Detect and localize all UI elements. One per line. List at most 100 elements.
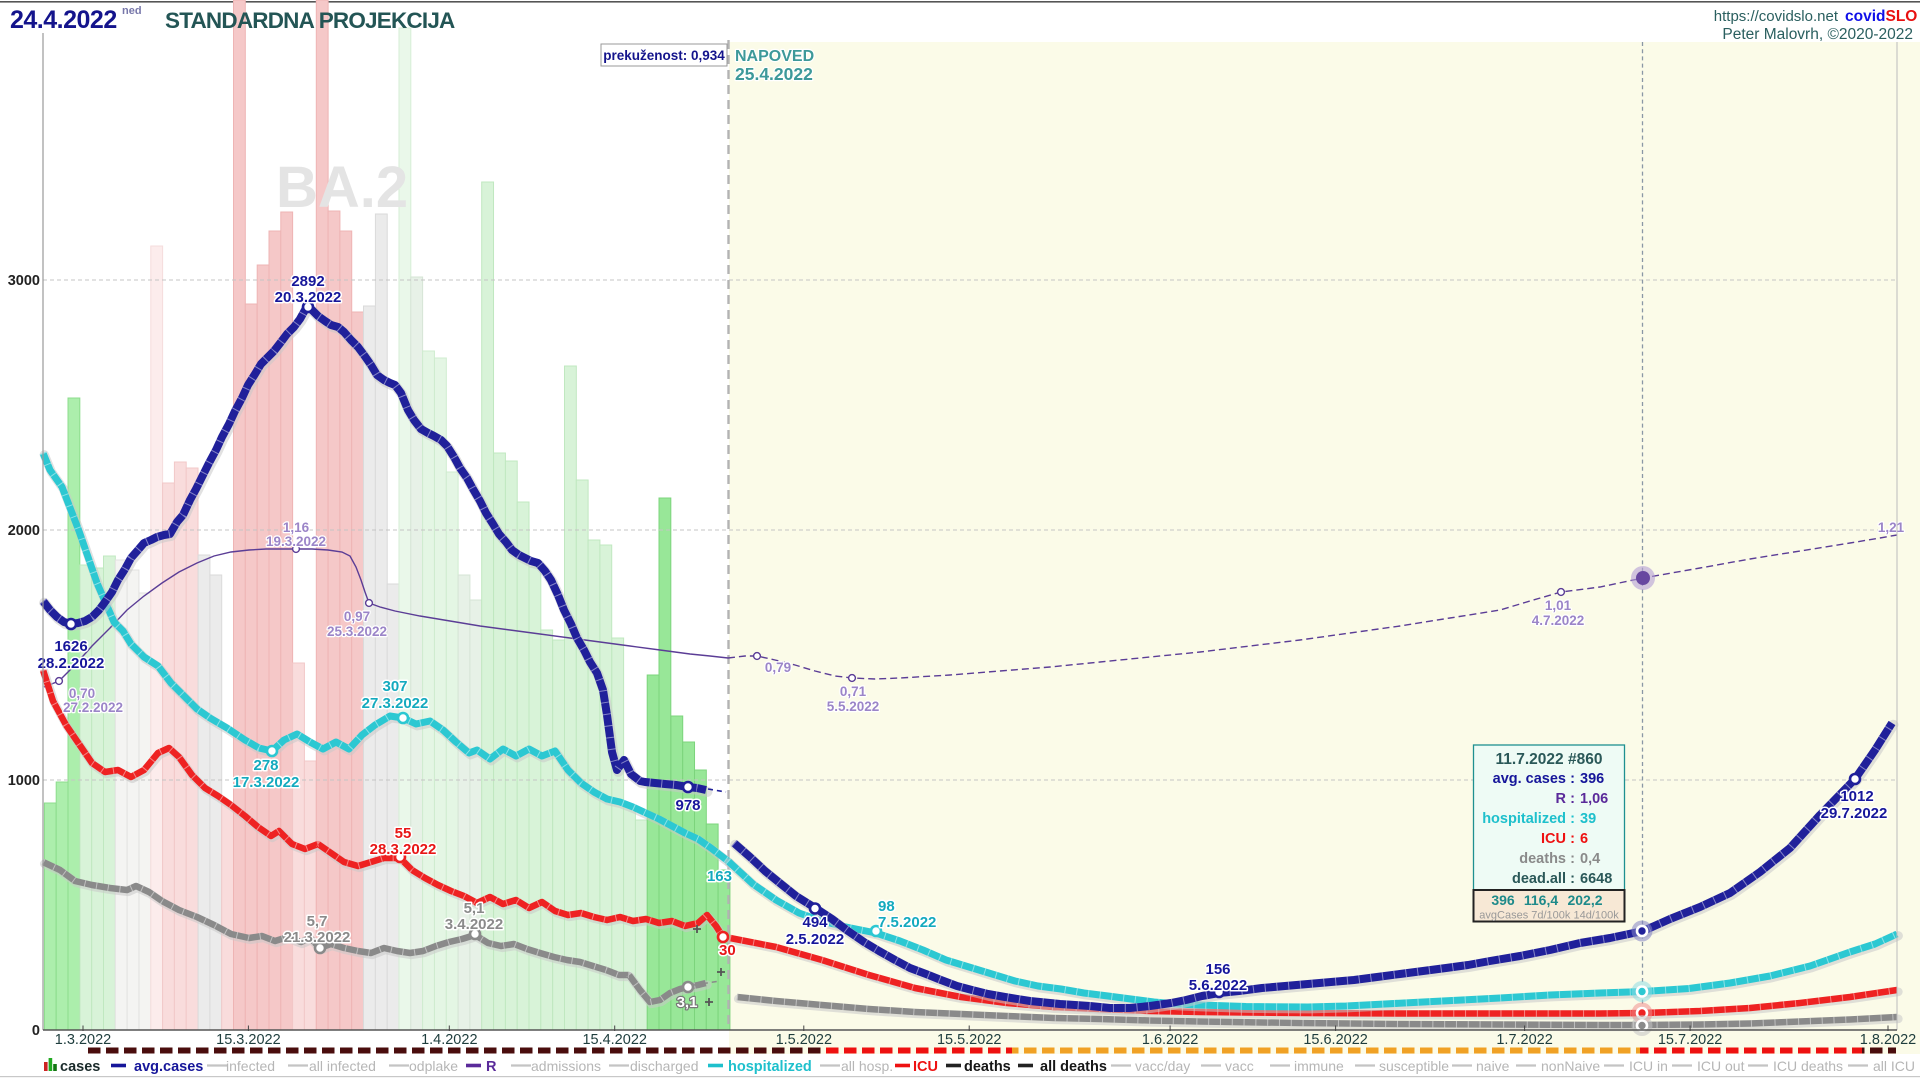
- svg-text:5.5.2022: 5.5.2022: [827, 699, 880, 714]
- svg-text:396: 396: [1580, 771, 1604, 787]
- svg-text:39: 39: [1580, 811, 1596, 827]
- svg-text:R: R: [1556, 791, 1567, 807]
- svg-text:all infected: all infected: [309, 1058, 376, 1074]
- svg-text:98: 98: [878, 898, 895, 915]
- svg-text:25.4.2022: 25.4.2022: [735, 64, 813, 84]
- svg-text:156: 156: [1205, 961, 1230, 978]
- svg-text::: :: [1570, 791, 1575, 807]
- svg-text:7.5.2022: 7.5.2022: [878, 914, 936, 931]
- svg-text:28.2.2022: 28.2.2022: [38, 655, 105, 672]
- svg-text:vacc: vacc: [1225, 1058, 1254, 1074]
- svg-text:hospitalized: hospitalized: [728, 1059, 812, 1075]
- svg-text:15.7.2022: 15.7.2022: [1658, 1032, 1723, 1048]
- svg-text:https://covidslo.net: https://covidslo.net: [1714, 8, 1839, 25]
- svg-text:116,4: 116,4: [1524, 892, 1558, 908]
- svg-text:avg.cases: avg.cases: [134, 1059, 203, 1075]
- svg-text:15.5.2022: 15.5.2022: [937, 1032, 1002, 1048]
- svg-text:immune: immune: [1294, 1058, 1344, 1074]
- svg-text:1626: 1626: [54, 638, 87, 655]
- svg-text:vacc/day: vacc/day: [1135, 1058, 1190, 1074]
- svg-text:odplake: odplake: [409, 1058, 458, 1074]
- svg-text:15.6.2022: 15.6.2022: [1303, 1032, 1368, 1048]
- svg-text:1.8.2022: 1.8.2022: [1860, 1032, 1916, 1048]
- svg-text:163: 163: [707, 868, 732, 885]
- svg-text:55: 55: [395, 825, 412, 842]
- svg-text:all deaths: all deaths: [1040, 1059, 1107, 1075]
- svg-text:STANDARDNA PROJEKCIJA: STANDARDNA PROJEKCIJA: [165, 8, 455, 33]
- svg-text:6648: 6648: [1580, 871, 1612, 887]
- svg-text:hospitalized: hospitalized: [1482, 811, 1566, 827]
- svg-text:R: R: [486, 1059, 497, 1075]
- svg-text:15.4.2022: 15.4.2022: [582, 1032, 647, 1048]
- svg-text:infected: infected: [226, 1058, 275, 1074]
- svg-text:25.3.2022: 25.3.2022: [327, 624, 387, 639]
- svg-text:24.4.2022: 24.4.2022: [10, 6, 117, 34]
- svg-text:1.7.2022: 1.7.2022: [1496, 1032, 1552, 1048]
- svg-text:1012: 1012: [1840, 788, 1873, 805]
- svg-text:1.3.2022: 1.3.2022: [55, 1032, 111, 1048]
- svg-text:202,2: 202,2: [1567, 892, 1602, 908]
- svg-text:2000: 2000: [8, 523, 40, 539]
- svg-text:0,97: 0,97: [344, 609, 370, 624]
- svg-text:2.5.2022: 2.5.2022: [786, 931, 844, 948]
- svg-text:15.3.2022: 15.3.2022: [216, 1032, 281, 1048]
- svg-text:ICU: ICU: [1541, 831, 1566, 847]
- svg-text:1000: 1000: [8, 773, 40, 789]
- svg-text:4.7.2022: 4.7.2022: [1532, 613, 1585, 628]
- svg-text::: :: [1570, 871, 1575, 887]
- svg-text:3000: 3000: [8, 273, 40, 289]
- svg-text:1,06: 1,06: [1580, 791, 1608, 807]
- svg-text:admissions: admissions: [531, 1058, 601, 1074]
- svg-text:21.3.2022: 21.3.2022: [284, 929, 351, 946]
- svg-text:5,1: 5,1: [464, 900, 485, 917]
- svg-text:30: 30: [719, 942, 736, 959]
- svg-text:Peter Malovrh, ©2020-2022: Peter Malovrh, ©2020-2022: [1722, 26, 1913, 43]
- svg-text:covidSLO: covidSLO: [1845, 8, 1917, 25]
- svg-text:0,71: 0,71: [840, 684, 867, 699]
- svg-text:27.3.2022: 27.3.2022: [362, 695, 429, 712]
- svg-text:6: 6: [1580, 831, 1588, 847]
- svg-text:ICU deaths: ICU deaths: [1773, 1058, 1843, 1074]
- svg-text:cases: cases: [60, 1059, 100, 1075]
- svg-text:396: 396: [1491, 892, 1515, 908]
- svg-text:3.4.2022: 3.4.2022: [445, 916, 503, 933]
- svg-text:ned: ned: [122, 5, 142, 17]
- svg-text:BA.2: BA.2: [276, 155, 408, 220]
- svg-text:1.4.2022: 1.4.2022: [421, 1032, 477, 1048]
- svg-text:3,1: 3,1: [677, 994, 698, 1011]
- svg-text:1,01: 1,01: [1545, 598, 1572, 613]
- svg-text:susceptible: susceptible: [1379, 1058, 1449, 1074]
- svg-text::: :: [1570, 851, 1575, 867]
- svg-text:978: 978: [675, 797, 700, 814]
- svg-text:11.7.2022 #860: 11.7.2022 #860: [1496, 751, 1603, 768]
- svg-text:1.5.2022: 1.5.2022: [776, 1032, 832, 1048]
- svg-text:deaths: deaths: [964, 1059, 1011, 1075]
- svg-text:avgCases 7d/100k 14d/100k: avgCases 7d/100k 14d/100k: [1479, 910, 1619, 922]
- svg-text:1,16: 1,16: [283, 520, 310, 535]
- svg-text:27.2.2022: 27.2.2022: [63, 700, 123, 715]
- svg-text:all hosp.: all hosp.: [841, 1058, 893, 1074]
- svg-text:5,7: 5,7: [307, 913, 328, 930]
- svg-text:discharged: discharged: [630, 1058, 699, 1074]
- svg-text:0,79: 0,79: [765, 660, 791, 675]
- svg-text:dead.all: dead.all: [1512, 871, 1566, 887]
- svg-text:307: 307: [382, 678, 407, 695]
- svg-text:ICU out: ICU out: [1697, 1058, 1745, 1074]
- svg-text:ICU: ICU: [913, 1059, 938, 1075]
- svg-text:avg. cases: avg. cases: [1493, 771, 1566, 787]
- svg-text:494: 494: [802, 914, 828, 931]
- svg-text:20.3.2022: 20.3.2022: [275, 289, 342, 306]
- svg-text::: :: [1570, 771, 1575, 787]
- svg-text:ICU in: ICU in: [1629, 1058, 1668, 1074]
- svg-text:5.6.2022: 5.6.2022: [1189, 977, 1247, 994]
- svg-text:NAPOVED: NAPOVED: [735, 48, 814, 65]
- svg-text::: :: [1570, 831, 1575, 847]
- svg-text:19.3.2022: 19.3.2022: [266, 534, 326, 549]
- svg-text:0,70: 0,70: [69, 686, 95, 701]
- svg-text:2892: 2892: [291, 273, 324, 290]
- svg-text:nonNaive: nonNaive: [1541, 1058, 1600, 1074]
- svg-text:deaths: deaths: [1519, 851, 1566, 867]
- svg-text:prekuženost: 0,934: prekuženost: 0,934: [603, 48, 725, 63]
- svg-text:278: 278: [253, 757, 278, 774]
- svg-text:28.3.2022: 28.3.2022: [370, 841, 437, 858]
